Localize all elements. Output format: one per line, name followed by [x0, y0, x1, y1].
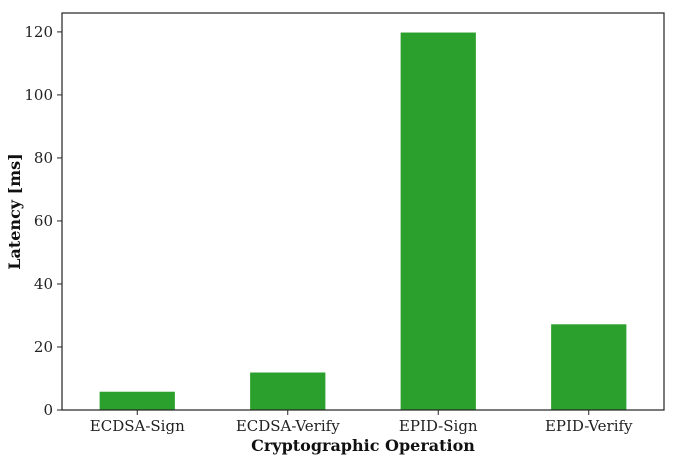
x-tick-label: ECDSA-Verify: [236, 417, 340, 435]
y-tick-label: 120: [24, 23, 53, 41]
plot-frame: [61, 12, 665, 411]
y-tick-label: 60: [34, 212, 53, 230]
bars-group: [99, 32, 627, 411]
x-axis-label: Cryptographic Operation: [251, 436, 475, 455]
y-tick-label: 40: [34, 275, 53, 293]
y-tick-label: 100: [24, 86, 53, 104]
y-tick-label: 80: [34, 149, 53, 167]
x-tick-label: EPID-Sign: [399, 417, 478, 435]
y-tick-label: 20: [34, 338, 53, 356]
bar-epid-sign: [400, 32, 476, 411]
x-tick-label: EPID-Verify: [545, 417, 633, 435]
bar-ecdsa-sign: [99, 391, 175, 410]
y-axis-label: Latency [ms]: [5, 153, 24, 270]
x-tick-label: ECDSA-Sign: [90, 417, 185, 435]
bar-ecdsa-verify: [250, 372, 326, 410]
x-axis: ECDSA-Sign ECDSA-Verify EPID-Sign EPID-Veri…: [90, 410, 633, 435]
y-tick-label: 0: [43, 401, 53, 419]
bar-epid-verify: [551, 324, 627, 410]
y-axis: 0 20 40 60 80 100 120: [24, 23, 62, 419]
